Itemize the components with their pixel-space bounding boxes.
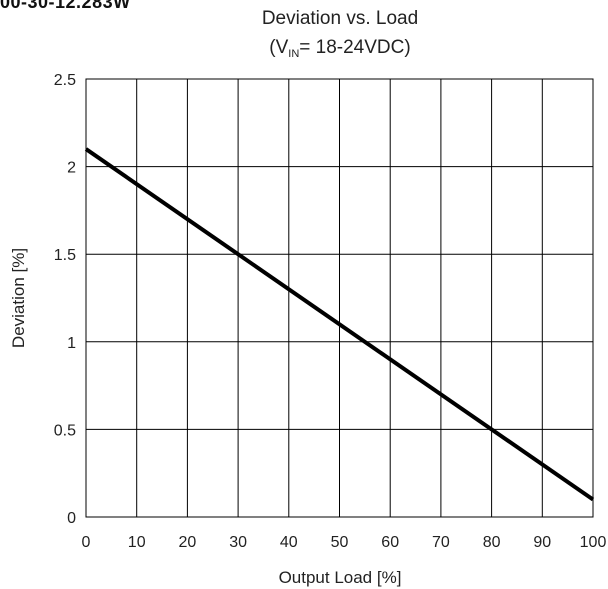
plot-frame (85, 78, 594, 518)
x-tick-label: 10 (128, 534, 146, 551)
x-tick-label: 30 (229, 534, 247, 551)
x-tick-label: 60 (381, 534, 399, 551)
y-tick-label: 0.5 (54, 422, 76, 439)
x-tick-labels: 0 10 20 30 40 50 60 70 80 90 100 (82, 534, 607, 551)
x-tick-label: 40 (280, 534, 298, 551)
subtitle-suffix: = 18-24VDC) (299, 37, 410, 58)
y-tick-label: 1 (67, 335, 76, 352)
x-tick-label: 0 (82, 534, 91, 551)
y-tick-label: 0 (67, 510, 76, 527)
subtitle-subscript: IN (288, 48, 299, 60)
y-tick-labels: 0 0.5 1 1.5 2 2.5 (54, 72, 76, 527)
x-axis-label: Output Load [%] (279, 568, 402, 587)
x-tick-label: 70 (432, 534, 450, 551)
y-axis-label: Deviation [%] (9, 248, 28, 348)
cut-off-heading: 00-30-12.283W (0, 0, 131, 12)
y-tick-label: 2 (67, 160, 76, 177)
x-tick-label: 100 (580, 534, 607, 551)
x-tick-label: 20 (179, 534, 197, 551)
x-tick-label: 90 (533, 534, 551, 551)
chart-title: Deviation vs. Load (262, 8, 418, 29)
subtitle-prefix: (V (269, 37, 288, 58)
series-layer (84, 147, 595, 502)
deviation-series-line (84, 147, 595, 502)
x-tick-label: 50 (331, 534, 349, 551)
grid-lines (85, 78, 594, 518)
chart-subtitle: (VIN= 18-24VDC) (269, 37, 410, 60)
x-tick-label: 80 (483, 534, 501, 551)
y-tick-label: 1.5 (54, 247, 76, 264)
y-tick-label: 2.5 (54, 72, 76, 89)
